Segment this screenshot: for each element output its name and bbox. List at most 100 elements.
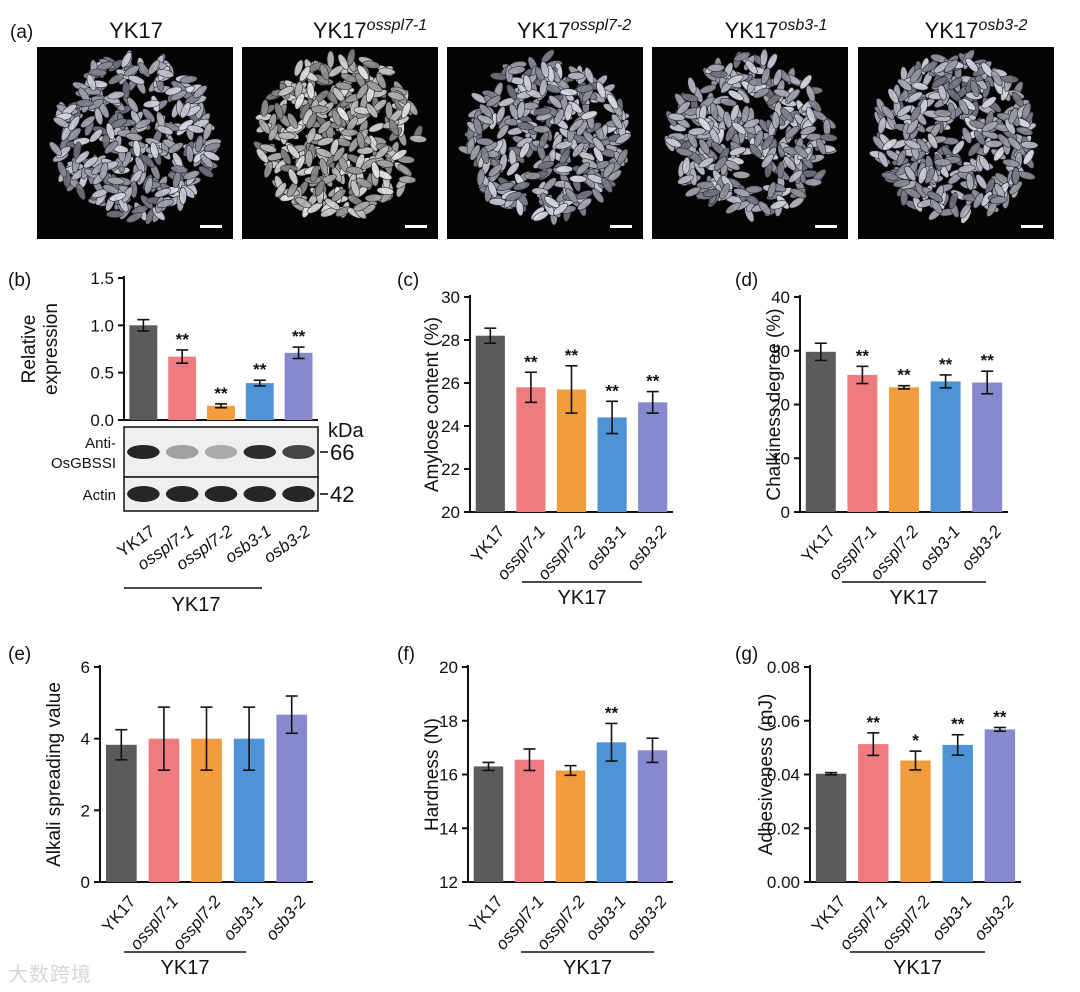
- rice-grain: [310, 165, 320, 183]
- rice-grain: [730, 104, 740, 122]
- group-label: YK17: [558, 587, 607, 609]
- rice-grain: [538, 131, 549, 148]
- rice-grain: [616, 148, 629, 165]
- bar-YK17: [815, 773, 847, 882]
- grain-image-4: [652, 47, 848, 239]
- rice-grain: [696, 181, 714, 189]
- rice-grain: [961, 127, 972, 144]
- y-tick-label: 0.08: [767, 658, 800, 677]
- rice-grain: [340, 128, 359, 137]
- rice-grain: [260, 99, 269, 117]
- rice-grain: [332, 146, 345, 162]
- rice-grain: [476, 137, 494, 146]
- rice-grain: [387, 91, 405, 101]
- rice-grain: [375, 72, 387, 90]
- rice-grain: [788, 169, 803, 183]
- significance-mark: **: [951, 715, 965, 734]
- y-axis-label: expression: [41, 303, 62, 395]
- rice-grain: [877, 116, 887, 134]
- rice-grain: [195, 135, 204, 153]
- y-tick-label: 14: [439, 819, 458, 838]
- rice-grain: [725, 202, 741, 214]
- rice-grain: [375, 145, 390, 159]
- rice-grain: [958, 164, 976, 173]
- rice-grain: [319, 63, 330, 81]
- rice-grain: [769, 200, 787, 210]
- rice-grain: [1022, 149, 1035, 165]
- rice-grain: [86, 74, 97, 91]
- significance-mark: **: [646, 372, 660, 391]
- bar-osb3-1: [942, 744, 973, 882]
- rice-grain: [125, 132, 143, 141]
- rice-grain: [991, 70, 1003, 87]
- rice-grain: [933, 61, 950, 74]
- x-tick-label: YK17: [808, 892, 849, 936]
- rice-grain: [167, 142, 184, 154]
- rice-grain: [263, 161, 273, 179]
- grain-image-2: [242, 47, 438, 239]
- rice-grain: [513, 181, 531, 191]
- rice-grain: [727, 89, 744, 101]
- rice-grain: [540, 60, 550, 79]
- significance-mark: **: [524, 352, 538, 371]
- rice-grain: [525, 89, 543, 99]
- bar-YK17: [475, 335, 505, 512]
- rice-grain: [1002, 158, 1020, 168]
- x-tick-label: osb3-1: [582, 522, 630, 574]
- y-tick-label: 24: [441, 417, 460, 436]
- rice-grain: [687, 76, 697, 95]
- rice-grain: [49, 141, 62, 156]
- blot-band: [127, 445, 160, 459]
- rice-grain: [516, 101, 526, 119]
- rice-grain: [274, 102, 284, 120]
- rice-grain: [202, 123, 213, 141]
- rice-grain: [677, 174, 694, 185]
- rice-grain: [280, 148, 292, 165]
- rice-grain: [688, 127, 706, 136]
- rice-grain: [506, 161, 520, 177]
- rice-grain: [544, 196, 560, 208]
- rice-grain: [473, 117, 483, 135]
- rice-grain: [295, 197, 312, 209]
- rice-grain: [496, 181, 514, 191]
- significance-mark: **: [253, 360, 267, 379]
- rice-grain: [106, 210, 124, 219]
- bar-YK17: [473, 766, 504, 882]
- y-tick-label: 4: [81, 730, 90, 749]
- blot-row-label: OsGBSSI: [51, 455, 116, 472]
- chart-c: (c) 20 22 24 26 28 30 Amylose content (%) YK17 **…: [397, 270, 673, 609]
- rice-grain: [72, 141, 82, 159]
- rice-grain: [907, 91, 923, 104]
- group-label: YK17: [563, 957, 612, 979]
- rice-grain: [495, 105, 506, 123]
- rice-grain: [719, 183, 730, 200]
- rice-grain: [878, 151, 889, 168]
- rice-grain: [904, 165, 917, 182]
- rice-grain: [799, 125, 817, 136]
- rice-grain: [523, 74, 532, 92]
- bar-osb3-2: [638, 402, 668, 512]
- rice-grain: [1007, 136, 1022, 151]
- rice-grain: [334, 81, 353, 90]
- rice-grain: [973, 129, 986, 146]
- rice-grain: [897, 78, 913, 92]
- x-tick-label: osb3-2: [623, 522, 671, 574]
- rice-grain: [299, 65, 311, 82]
- rice-grain: [698, 157, 715, 169]
- rice-grain: [306, 127, 317, 144]
- rice-grain: [68, 115, 81, 131]
- rice-grain: [922, 61, 938, 73]
- rice-grain: [156, 69, 175, 78]
- x-tick-label: osb3-2: [957, 522, 1005, 574]
- panel-label: (d): [735, 270, 758, 291]
- rice-grain: [784, 125, 800, 139]
- bar-osspl7-1: [514, 759, 545, 882]
- rice-grain: [726, 74, 744, 85]
- rice-grain: [761, 135, 775, 150]
- rice-grain: [559, 148, 571, 165]
- image-title-superscript: osspl7-1: [367, 17, 427, 34]
- rice-grain: [783, 156, 796, 171]
- rice-grain: [147, 59, 160, 75]
- rice-grain: [741, 105, 750, 123]
- blot-band: [165, 486, 199, 502]
